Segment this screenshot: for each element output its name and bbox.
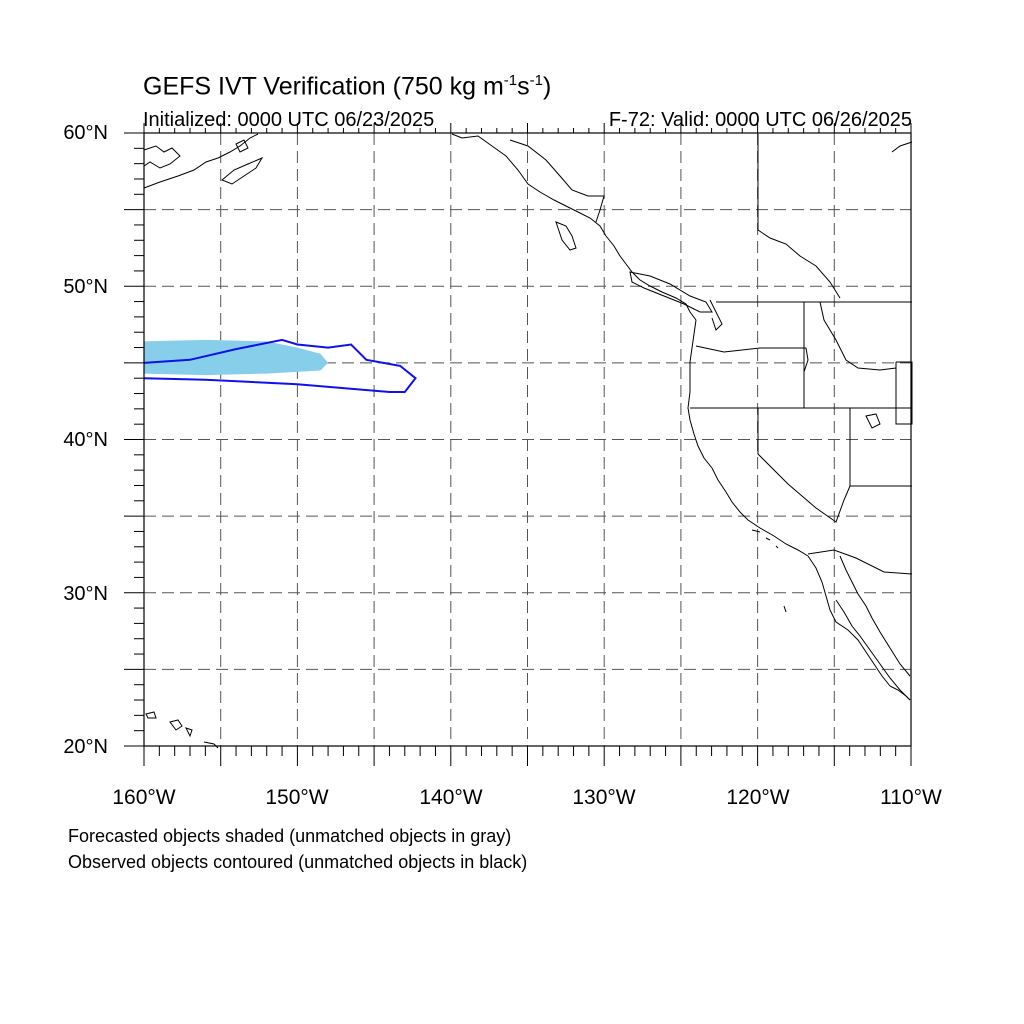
lake-great-salt	[865, 413, 881, 429]
coastline-puget-sound	[709, 299, 723, 331]
coastline-baja	[807, 555, 891, 687]
initialized-label: Initialized: 0000 UTC 06/23/2025	[143, 109, 435, 131]
legend-observed-note: Observed objects contoured (unmatched ob…	[68, 852, 528, 872]
border-state-id	[803, 301, 897, 408]
title-exponent-1: -1	[503, 72, 518, 89]
title-unit-s: s	[517, 72, 530, 101]
forecast-object-shading	[144, 339, 329, 376]
graticule	[144, 133, 911, 746]
coastline-hudson-region	[891, 141, 913, 153]
coastline-gulf-california	[835, 599, 911, 701]
title-exponent-2: -1	[529, 72, 543, 89]
lon-label-150w: 150°W	[265, 786, 329, 809]
lat-label-30n: 30°N	[63, 583, 108, 605]
coastline-kodiak	[221, 156, 264, 185]
border-state-nv-ut	[849, 408, 912, 487]
coastline-gulf-of-alaska	[451, 133, 697, 321]
map-frame	[143, 132, 912, 747]
coastline-mexico-mainland	[889, 685, 911, 701]
lon-label-140w: 140°W	[419, 786, 483, 809]
observed-object-contour	[143, 338, 417, 393]
legend-forecast-note: Forecasted objects shaded (unmatched obj…	[68, 826, 512, 846]
map-title: GEFS IVT Verification (750 kg m-1s-1)	[143, 72, 551, 101]
border-canada-bc-ab	[757, 134, 841, 299]
title-close: )	[542, 72, 552, 101]
coastline-us-west	[687, 319, 809, 557]
axis-ticks	[124, 123, 912, 766]
valid-time-label: F-72: Valid: 0000 UTC 06/26/2025	[608, 109, 912, 131]
lat-label-50n: 50°N	[63, 276, 108, 298]
coastline-hawaii	[145, 711, 219, 749]
lon-label-110w: 110°W	[880, 786, 942, 809]
lat-label-20n: 20°N	[63, 736, 108, 758]
lon-label-160w: 160°W	[112, 786, 176, 809]
title-text: GEFS IVT Verification (750 kg m	[143, 72, 504, 101]
coastline-baja-east	[839, 555, 911, 677]
border-state-wa-or	[695, 345, 809, 408]
coastline-alaska-sw	[143, 145, 181, 169]
coastline-kenai	[235, 139, 249, 153]
coastline-channel-islands	[751, 529, 787, 613]
lat-label-60n: 60°N	[63, 122, 108, 144]
lon-label-130w: 130°W	[572, 786, 636, 809]
border-us-mexico	[807, 549, 913, 575]
coastline-canada-inland	[509, 139, 605, 223]
coastline-vancouver-island	[629, 271, 713, 313]
coastlines-and-borders	[143, 133, 913, 749]
lon-label-120w: 120°W	[726, 786, 790, 809]
border-state-mt-wy	[895, 361, 913, 425]
lat-label-40n: 40°N	[63, 429, 108, 451]
coastline-haida-gwaii	[555, 221, 577, 251]
border-state-ca-nv	[757, 408, 851, 523]
